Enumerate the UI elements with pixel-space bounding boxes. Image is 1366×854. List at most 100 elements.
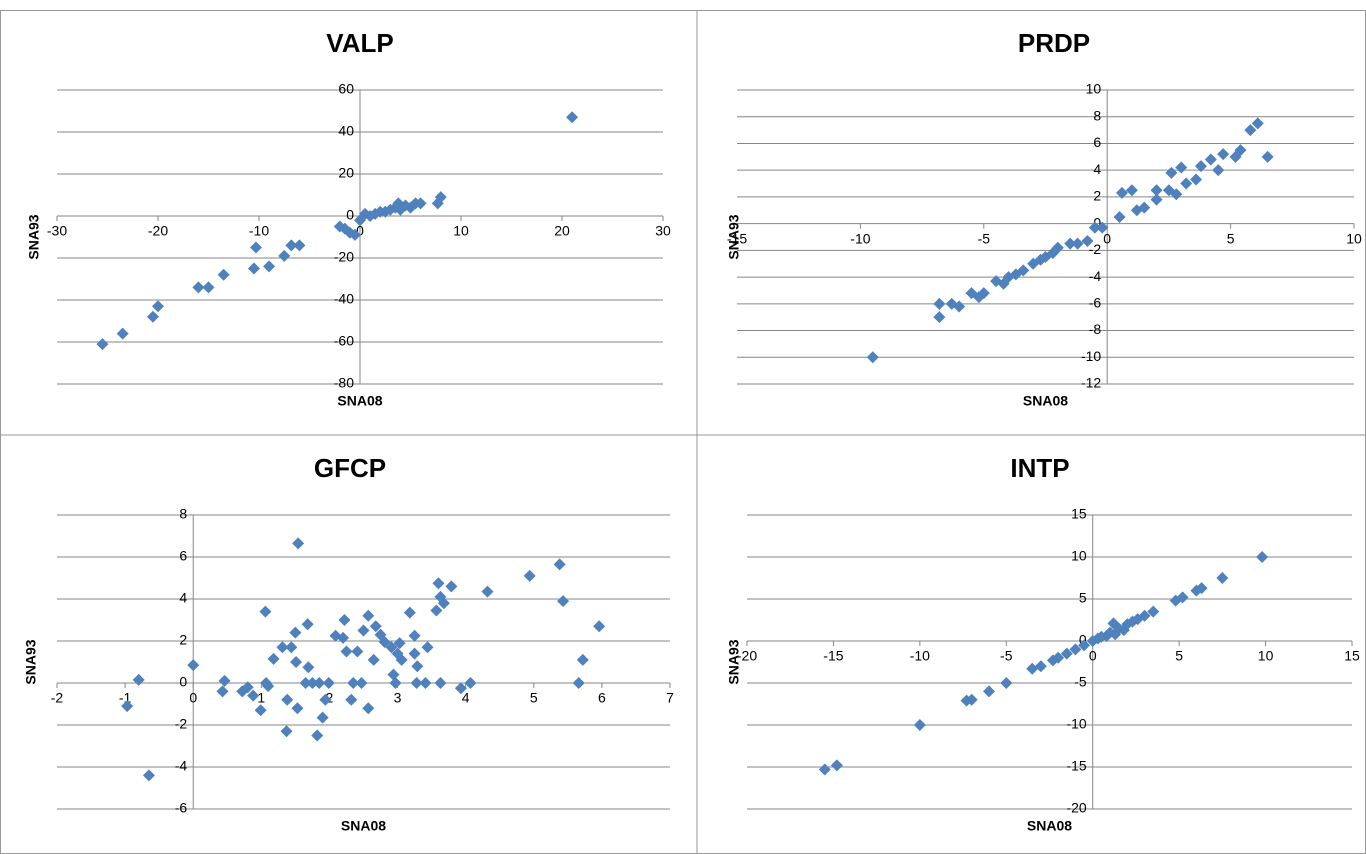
point <box>1000 677 1013 689</box>
point <box>292 537 305 550</box>
y-tick-label: 0 <box>1093 214 1101 230</box>
point <box>1261 150 1274 163</box>
point <box>1069 643 1082 656</box>
point <box>464 677 477 689</box>
point <box>1175 161 1188 174</box>
point <box>1217 148 1230 161</box>
point <box>1088 221 1101 234</box>
point <box>913 719 926 731</box>
point <box>432 577 445 590</box>
point <box>421 641 434 654</box>
point <box>362 702 375 715</box>
point <box>1064 237 1077 250</box>
x-tick-label: 2 <box>326 690 334 706</box>
point <box>347 677 360 689</box>
x-tick-label: 15 <box>1344 648 1360 664</box>
y-tick-label: -5 <box>1074 674 1087 690</box>
x-tick-label: -10 <box>249 223 269 239</box>
y-tick-label: -6 <box>1089 295 1102 311</box>
point <box>953 300 966 313</box>
x-tick-label: 7 <box>666 690 674 706</box>
x-tick-label: 5 <box>530 690 538 706</box>
point <box>146 310 159 323</box>
point <box>337 631 350 644</box>
point <box>1176 591 1189 604</box>
point <box>340 645 353 658</box>
y-tick-label: 0 <box>1079 632 1087 648</box>
y-tick-label: -4 <box>175 758 188 774</box>
point <box>1147 605 1160 618</box>
y-tick-label: 60 <box>338 81 354 97</box>
x-tick-label: 30 <box>655 223 671 239</box>
x-tick-label: 5 <box>1175 648 1183 664</box>
y-tick-label: 15 <box>1071 506 1087 522</box>
point <box>267 652 280 665</box>
x-tick-label: 0 <box>356 223 364 239</box>
point <box>1096 221 1109 234</box>
point <box>454 682 467 695</box>
y-tick-label: 8 <box>1093 107 1101 123</box>
x-tick-label: -2 <box>51 690 64 706</box>
x-tick-label: 5 <box>1227 230 1235 246</box>
point <box>557 595 570 608</box>
x-tick-label: -10 <box>910 648 930 664</box>
y-tick-label: -2 <box>1089 241 1102 257</box>
point <box>187 659 200 672</box>
y-tick-label: 6 <box>179 548 187 564</box>
y-axis-label: SNA93 <box>726 639 742 684</box>
point <box>1180 177 1193 190</box>
point <box>367 653 380 666</box>
point <box>249 241 262 254</box>
point <box>408 647 421 660</box>
frame <box>0 10 1366 854</box>
point <box>1138 609 1151 622</box>
y-axis-label: SNA93 <box>26 214 42 259</box>
point <box>348 228 361 241</box>
point <box>393 637 406 650</box>
point <box>1194 160 1207 173</box>
y-tick-label: 5 <box>1079 590 1087 606</box>
point <box>259 605 272 618</box>
point <box>1034 253 1047 266</box>
y-tick-label: 0 <box>179 674 187 690</box>
point <box>830 759 843 772</box>
point <box>566 111 579 124</box>
y-tick-label: -6 <box>175 800 188 816</box>
point <box>389 677 402 689</box>
y-tick-label: -2 <box>175 716 188 732</box>
point <box>1190 173 1203 186</box>
point <box>152 300 164 313</box>
point <box>281 693 294 706</box>
point <box>116 327 129 340</box>
point <box>132 673 145 686</box>
point <box>355 677 368 689</box>
point <box>445 580 458 593</box>
point <box>414 197 427 210</box>
y-tick-label: 10 <box>1071 548 1087 564</box>
point <box>202 281 215 294</box>
point <box>430 604 443 617</box>
point <box>523 569 536 582</box>
point <box>1256 551 1269 563</box>
point <box>983 685 995 698</box>
x-tick-label: 20 <box>554 223 570 239</box>
y-tick-label: -12 <box>1081 375 1101 391</box>
point <box>291 702 304 715</box>
x-tick-label: -30 <box>47 223 67 239</box>
point <box>1116 186 1129 199</box>
point <box>362 609 375 622</box>
y-axis-label: SNA93 <box>23 639 39 684</box>
point <box>263 260 276 273</box>
point <box>276 641 289 654</box>
y-tick-label: 40 <box>338 123 354 139</box>
y-tick-label: -4 <box>1089 268 1102 284</box>
point <box>1251 117 1264 130</box>
point <box>218 674 231 687</box>
point <box>313 677 326 689</box>
x-tick-label: -5 <box>978 230 991 246</box>
point <box>481 585 494 598</box>
point <box>345 693 358 706</box>
x-tick-label: 0 <box>1103 230 1111 246</box>
point <box>434 677 447 689</box>
